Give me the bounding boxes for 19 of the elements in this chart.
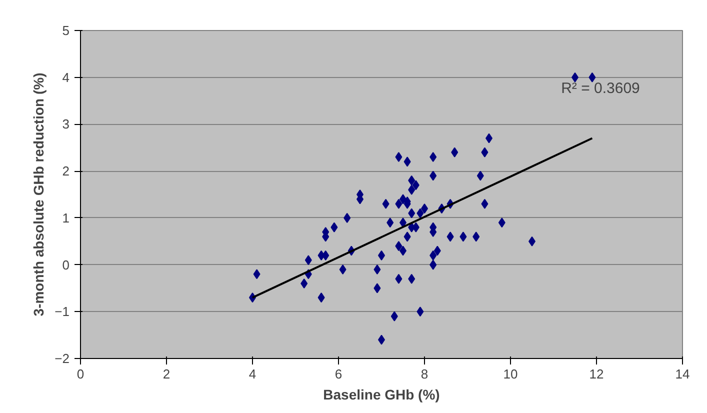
annotation: R² = 0.3609 xyxy=(561,80,640,97)
x-tick-label: 14 xyxy=(675,366,690,382)
y-tick-label: 3 xyxy=(62,116,70,132)
y-tick-label: 4 xyxy=(62,70,70,85)
y-tick-label: 0 xyxy=(62,257,70,272)
y-tick-label: −1 xyxy=(54,304,70,320)
x-axis-title: Baseline GHb (%) xyxy=(323,386,440,402)
x-tick-label: 6 xyxy=(334,366,342,382)
y-tick-label: 1 xyxy=(62,210,70,226)
x-tick-label: 10 xyxy=(503,366,518,382)
x-tick-label: 4 xyxy=(248,366,256,382)
y-tick-label: 5 xyxy=(62,23,70,38)
x-tick-label: 2 xyxy=(162,366,170,382)
y-tick-label: 2 xyxy=(62,164,70,179)
y-axis-title: 3-month absolute GHb reduction (%) xyxy=(30,72,47,316)
y-tick-label: −2 xyxy=(54,351,70,366)
x-tick-label: 12 xyxy=(589,366,604,382)
x-tick-label: 0 xyxy=(76,366,84,382)
x-tick-label: 8 xyxy=(420,366,428,382)
